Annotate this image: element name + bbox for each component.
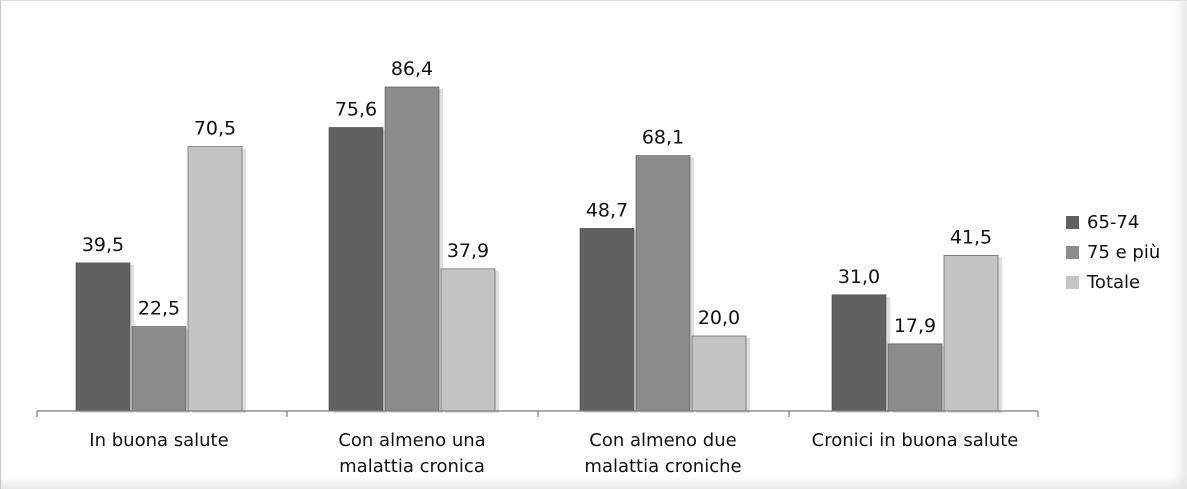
legend-label-totale: Totale [1087,271,1141,293]
data-label-1-0: 22,5 [138,298,180,320]
bar-2-2 [691,335,747,412]
legend-label-75-e-piu: 75 e più [1087,241,1161,263]
data-label-0-2: 48,7 [586,199,628,221]
bar-2-1 [440,268,496,412]
bar-0-3 [831,294,887,412]
bar-1-1 [384,86,440,412]
data-label-2-1: 37,9 [447,240,489,262]
data-label-2-2: 20,0 [698,307,740,329]
bar-1-3 [887,343,943,412]
data-label-2-3: 41,5 [950,226,992,248]
legend-label-65-74: 65-74 [1087,211,1140,233]
category-label-2-0: Con almeno due [589,430,736,451]
legend-item-totale: Totale [1066,267,1160,297]
data-label-2-0: 70,5 [194,118,236,140]
bar-2-0 [187,146,243,412]
category-label-1-0: Con almeno una [338,430,485,451]
legend-swatch-65-74 [1066,215,1079,229]
category-label-3-0: Cronici in buona salute [812,430,1019,451]
legend: 65-74 75 e più Totale [1066,207,1160,297]
data-label-0-0: 39,5 [82,234,124,256]
legend-item-75-e-piu: 75 e più [1066,237,1160,267]
data-label-1-1: 86,4 [391,58,433,80]
category-label-2-1: malattia croniche [584,456,741,477]
data-label-0-1: 75,6 [335,99,377,121]
bar-1-0 [131,326,187,412]
data-label-0-3: 31,0 [838,266,880,288]
legend-item-65-74: 65-74 [1066,207,1160,237]
category-label-0-0: In buona salute [89,430,228,451]
data-label-1-2: 68,1 [642,127,684,149]
category-label-1-1: malattia cronica [339,456,485,477]
data-label-1-3: 17,9 [894,315,936,337]
bar-1-2 [635,155,691,412]
legend-swatch-totale [1066,275,1079,289]
bar-0-1 [328,127,384,412]
bar-2-3 [943,255,999,412]
bar-0-0 [75,262,131,412]
bar-0-2 [579,228,635,412]
legend-swatch-75-e-piu [1066,245,1079,259]
